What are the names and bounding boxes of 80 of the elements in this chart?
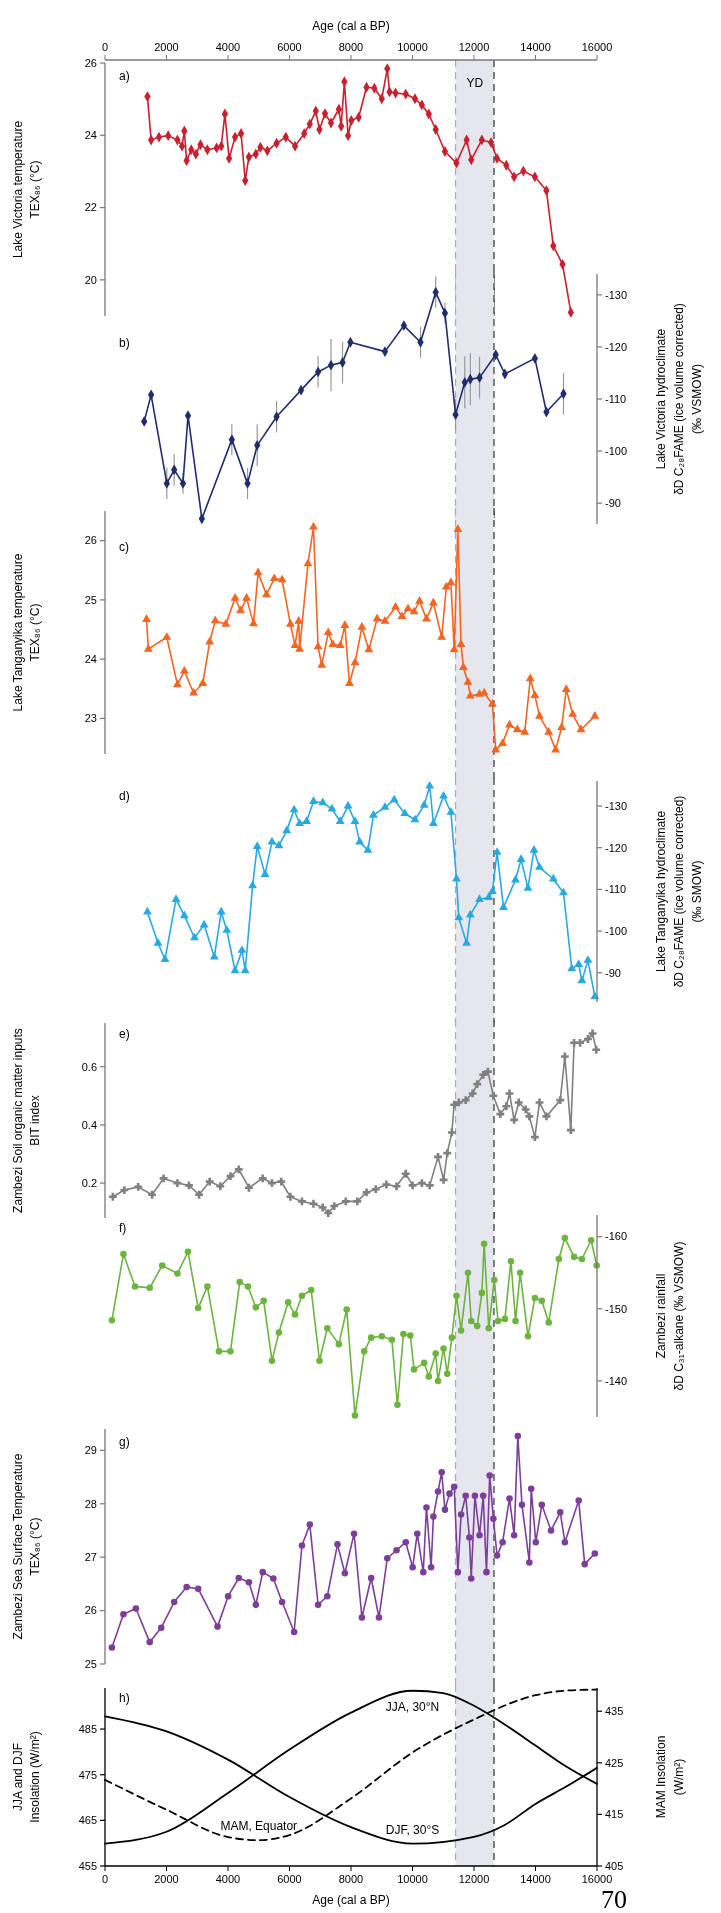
y2-tick-label: 435 [605,1705,624,1718]
y2-tick-label: -130 [605,288,628,301]
y-axis-title: Lake Victoria temperature TEX₈₆ (°C) [11,120,42,259]
y2-tick-label: -130 [605,799,628,812]
y-tick-label: 27 [84,1551,97,1564]
annotation: c) [119,540,129,554]
y2-tick-label: -90 [605,966,621,979]
annotation: e) [119,1027,130,1041]
y-tick-label: 26 [84,1604,97,1617]
x2-tick-label: 8000 [338,41,364,53]
y-tick-label: 0.6 [81,1060,97,1073]
x-tick-label: 14000 [520,1873,551,1885]
y2-tick-label: -90 [605,497,621,510]
x2-tick-label: 4000 [215,41,241,53]
x2-tick-label: 16000 [581,41,613,53]
x-tick-label: 6000 [277,1873,302,1885]
y2-axis-title: Zambezi rainfall δD C₃₁-alkane (‰ VSMOW) [654,1241,686,1391]
x2-tick-label: 12000 [458,41,490,53]
annotation: f) [119,1221,127,1235]
y-axis-title: Zambezi Soil organic matter inputs BIT index [11,1028,42,1213]
y-tick-label: 475 [78,1768,97,1781]
annotation: a) [119,69,130,83]
text: 70 [601,1885,627,1913]
series-label: JJA, 30°N [385,1699,440,1714]
y2-tick-label: 405 [605,1859,624,1872]
y-tick-label: 26 [84,56,97,69]
x2-tick-label: 6000 [277,41,302,53]
y-axis-title: Zambezi Sea Surface Temperature TEX₈₆ (°C) [11,1453,42,1640]
point [400,320,408,331]
y-tick-label: 26 [84,534,97,547]
x-tick-label: 2000 [154,1873,179,1885]
x2-tick-label: 10000 [397,41,428,53]
y-tick-label: 465 [78,1814,97,1827]
x-tick-label: 12000 [458,1873,490,1885]
y-tick-label: 22 [84,201,97,214]
y-tick-label: 29 [84,1444,97,1457]
annotation: d) [119,789,130,803]
y2-tick-label: -100 [605,444,628,457]
y2-tick-label: -120 [605,340,628,353]
x-tick-label: 16000 [581,1873,613,1885]
y2-tick-label: -110 [605,883,627,896]
annotation: h) [119,1691,130,1705]
y2-tick-label: 425 [605,1756,624,1769]
y-axis-title: Lake Tanganyika temperature TEX₈₆ (°C) [11,553,42,712]
y-tick-label: 24 [84,129,97,142]
y2-tick-label: -150 [605,1302,628,1315]
y2-axis-title: Lake Tanganyika hydroclimate δD C₂₈FAME (ice volume corrected) (‰ SMOW) [654,795,704,988]
y2-tick-label: -120 [605,841,628,854]
annotation: g) [119,1435,130,1449]
y-tick-label: 25 [84,1657,97,1670]
y2-axis-title: Lake Victoria hydroclimate δD C₂₈FAME (ice volume corrected) (‰ VSMOW) [654,303,704,495]
x2-axis-title: Age (cal a BP) [312,19,390,33]
y2-tick-label: -140 [605,1374,628,1387]
x2-tick-label: 0 [101,41,109,53]
y-tick-label: 485 [78,1722,97,1735]
series-label: DJF, 30°S [385,1822,440,1837]
x-tick-label: 0 [101,1873,109,1885]
y-tick-label: 455 [78,1859,97,1872]
y2-tick-label: -110 [605,392,627,405]
y-tick-label: 24 [84,653,97,666]
y2-tick-label: -160 [605,1230,628,1243]
band-label: YD [466,76,484,90]
y-tick-label: 28 [84,1497,97,1510]
y-tick-label: 0.2 [81,1176,97,1189]
x-axis-title: Age (cal a BP) [312,1893,390,1907]
y-axis-title: JJA and DJF Insolation (W/m²) [11,1731,42,1823]
x2-tick-label: 2000 [154,41,179,53]
y-tick-label: 25 [84,593,97,606]
y2-axis-title: MAM Insolation (W/m²) [654,1735,686,1819]
y-tick-label: 20 [84,273,97,286]
x2-tick-label: 14000 [520,41,551,53]
y-tick-label: 0.4 [81,1118,97,1131]
x-tick-label: 10000 [397,1873,428,1885]
y-tick-label: 23 [84,712,97,725]
annotation: b) [119,336,130,350]
series-label: MAM, Equator [220,1819,298,1834]
y2-tick-label: 415 [605,1808,624,1821]
y2-tick-label: -100 [605,924,628,937]
x-tick-label: 4000 [215,1873,241,1885]
x-tick-label: 8000 [338,1873,364,1885]
